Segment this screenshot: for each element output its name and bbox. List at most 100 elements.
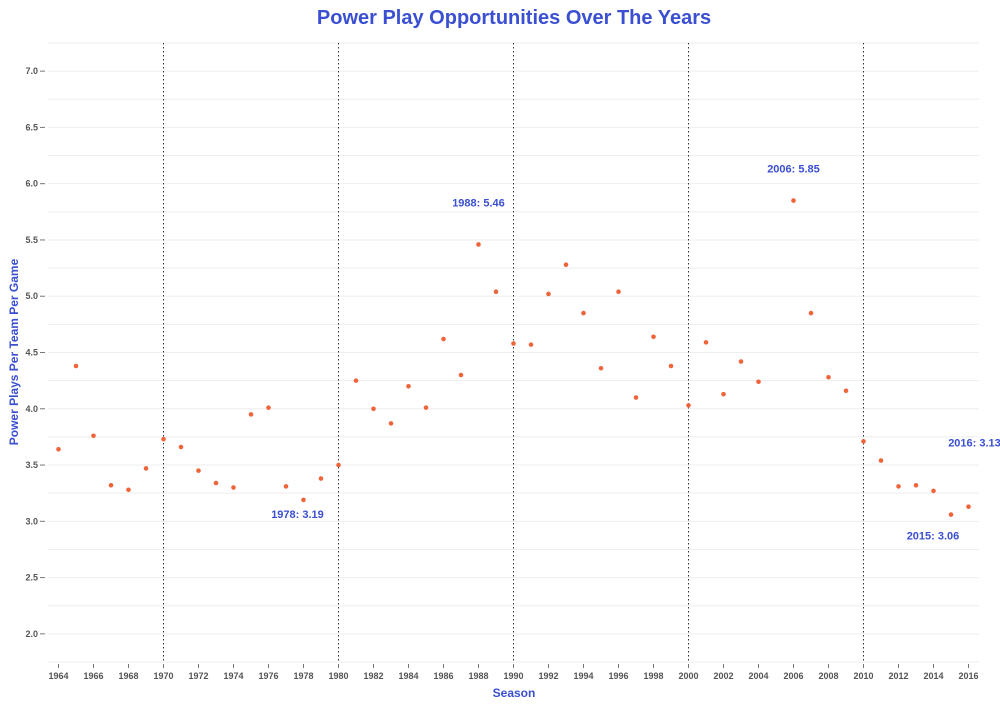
data-point: [826, 374, 831, 380]
x-tick-label: 1982: [363, 671, 383, 681]
y-axis-title: Power Plays Per Team Per Game: [7, 258, 21, 445]
data-point: [231, 485, 236, 490]
data-point: [248, 412, 254, 417]
annotation-label: 1978: 3.19: [271, 509, 324, 521]
x-tick-label: 1986: [433, 671, 453, 681]
data-point: [388, 421, 394, 426]
y-tick-label: 3.0: [25, 516, 38, 526]
x-tick-label: 1990: [503, 671, 523, 681]
x-tick-label: 1984: [398, 671, 418, 681]
data-point: [371, 406, 376, 412]
y-tick-label: 2.0: [25, 629, 38, 639]
x-tick-label: 1992: [538, 671, 558, 681]
data-point: [756, 379, 761, 385]
data-point: [931, 488, 936, 494]
data-point: [738, 359, 744, 364]
data-point: [458, 372, 464, 378]
data-point: [563, 262, 569, 268]
x-tick-label: 1966: [83, 671, 103, 681]
y-tick-label: 2.5: [25, 573, 38, 583]
y-tick-label: 6.5: [25, 122, 38, 132]
x-tick-label: 1998: [643, 671, 663, 681]
x-tick-label: 2016: [958, 671, 978, 681]
data-point: [651, 334, 656, 340]
y-axis-ticks: 2.0 2.5 3.0 3.5 4.0 4.5 5.0 5.5 6.0 6.5 7.0: [25, 66, 45, 639]
data-point: [336, 462, 341, 468]
data-point: [56, 446, 61, 452]
y-tick-label: 4.5: [25, 348, 38, 358]
data-point: [143, 466, 149, 471]
x-tick-label: 1968: [118, 671, 138, 681]
data-point: [196, 468, 201, 473]
data-point: [178, 444, 184, 450]
y-tick-label: 7.0: [25, 66, 38, 76]
data-point: [353, 378, 359, 383]
x-tick-label: 1996: [608, 671, 628, 681]
data-point: [913, 483, 919, 488]
x-tick-label: 2014: [923, 671, 943, 681]
data-point: [108, 483, 114, 488]
data-point: [896, 484, 901, 489]
x-axis-title: Season: [493, 686, 536, 700]
data-point: [668, 363, 674, 369]
data-point: [91, 433, 96, 439]
y-tick-label: 5.5: [25, 235, 38, 245]
x-tick-label: 2006: [783, 671, 803, 681]
data-point: [161, 436, 166, 442]
data-point: [266, 405, 271, 410]
x-tick-label: 2012: [888, 671, 908, 681]
data-point: [948, 512, 954, 517]
y-tick-label: 6.0: [25, 179, 38, 189]
x-tick-label: 2002: [713, 671, 733, 681]
data-point: [861, 439, 866, 444]
data-point: [966, 504, 971, 509]
data-point: [616, 289, 621, 295]
x-tick-label: 1994: [573, 671, 593, 681]
x-tick-label: 1988: [468, 671, 488, 681]
x-tick-label: 1972: [188, 671, 208, 681]
x-tick-label: 1974: [223, 671, 243, 681]
data-point: [441, 336, 446, 342]
data-point: [581, 310, 586, 316]
y-tick-label: 3.5: [25, 460, 38, 470]
y-tick-label: 5.0: [25, 291, 38, 301]
data-point: [73, 363, 79, 369]
annotation-label: 1988: 5.46: [452, 197, 505, 209]
data-point: [808, 310, 814, 316]
x-tick-label: 2008: [818, 671, 838, 681]
data-point: [476, 242, 481, 247]
data-point: [598, 365, 604, 371]
data-point: [301, 497, 306, 503]
annotation-label: 2015: 3.06: [907, 531, 960, 543]
x-tick-label: 1976: [258, 671, 278, 681]
x-axis-ticks: 1964 1966 1968 1970 1972 1974 1976 1978 1980 1982…: [48, 664, 979, 681]
data-point: [721, 391, 726, 397]
annotations: 1978: 3.19 1988: 5.46 2006: 5.85 2015: 3.06…: [271, 164, 1000, 543]
x-tick-label: 1978: [293, 671, 313, 681]
data-point: [406, 383, 411, 389]
data-point: [511, 341, 516, 346]
x-tick-label: 1964: [48, 671, 68, 681]
data-point: [283, 484, 289, 489]
data-point: [318, 476, 324, 481]
y-tick-label: 4.0: [25, 404, 38, 414]
data-point: [633, 395, 639, 400]
decade-lines: [163, 43, 864, 662]
data-point: [791, 198, 796, 203]
data-point: [843, 388, 849, 394]
data-points: [56, 198, 971, 517]
data-point: [703, 340, 709, 345]
chart-title: Power Play Opportunities Over The Years: [317, 7, 711, 29]
x-tick-label: 2000: [678, 671, 698, 681]
data-point: [126, 487, 131, 493]
x-tick-label: 1970: [153, 671, 173, 681]
x-tick-label: 2010: [853, 671, 873, 681]
data-point: [878, 458, 884, 463]
data-point: [686, 403, 691, 408]
x-tick-label: 1980: [328, 671, 348, 681]
annotation-label: 2006: 5.85: [767, 164, 820, 176]
x-tick-label: 2004: [748, 671, 768, 681]
data-point: [423, 405, 429, 410]
data-point: [546, 291, 551, 297]
